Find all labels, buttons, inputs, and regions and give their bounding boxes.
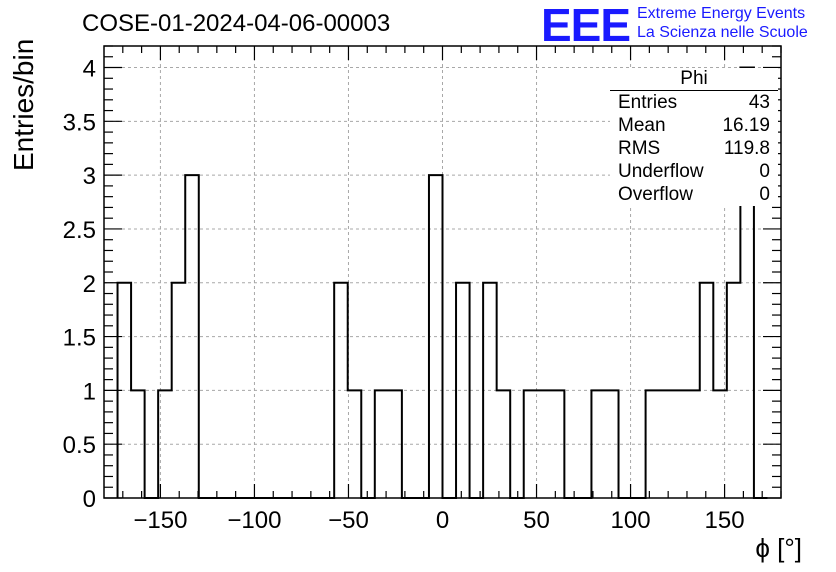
stats-label: Mean (618, 115, 666, 136)
stats-row-entries: Entries 43 (610, 91, 778, 114)
histogram-bin (497, 390, 511, 498)
x-tick-label: −100 (227, 507, 281, 534)
y-tick-label: 2 (83, 271, 96, 298)
chart-title: COSE-01-2024-04-06-00003 (82, 10, 391, 37)
histogram-bin (375, 390, 389, 498)
x-tick-label: 100 (611, 507, 651, 534)
stats-label: Entries (618, 92, 678, 113)
stats-label: RMS (618, 138, 661, 159)
histogram-bin (348, 390, 362, 498)
stats-value: 16.19 (722, 115, 770, 136)
histogram-bin (551, 390, 565, 498)
x-tick-label: −150 (133, 507, 187, 534)
x-tick-label: 50 (523, 507, 550, 534)
histogram-bin (537, 390, 551, 498)
axes: −150 −100 −50 0 50 100 150 0 0.5 1 1.5 2 2.5 3 3.5 4 (63, 45, 782, 534)
stats-value: 119.8 (723, 138, 770, 159)
histogram-bin (388, 390, 402, 498)
stats-box: Phi Entries 43 Mean 16.19 RMS 119.8 Underfl… (610, 68, 778, 206)
histogram-bin (686, 390, 700, 498)
y-tick-label: 1.5 (63, 325, 96, 352)
y-tick-label: 0.5 (63, 432, 96, 459)
stats-row-underflow: Underflow 0 (610, 160, 778, 183)
histogram-bin (334, 283, 348, 498)
histogram-bin (605, 390, 619, 498)
histogram-bin (429, 175, 443, 498)
histogram-bin (727, 283, 741, 498)
histogram-bin (172, 283, 186, 498)
logo-caption-line2: La Scienza nelle Scuole (637, 24, 808, 41)
histogram-bin (700, 283, 714, 498)
x-tick-label: −50 (328, 507, 369, 534)
eee-logo: EEE (541, 0, 631, 51)
y-tick-label: 2.5 (63, 217, 96, 244)
histogram-bin (483, 283, 497, 498)
x-tick-label: 0 (436, 507, 449, 534)
stats-row-overflow: Overflow 0 (610, 183, 778, 206)
histogram-bin (524, 390, 538, 498)
histogram-bin (659, 390, 673, 498)
histogram-bin (713, 390, 727, 498)
histogram-bin (185, 175, 199, 498)
logo-caption: Extreme Energy Events La Scienza nelle S… (637, 4, 808, 42)
y-tick-label: 3 (83, 163, 96, 190)
y-tick-label: 3.5 (63, 109, 96, 136)
stats-value: 43 (748, 92, 770, 113)
y-tick-label: 1 (83, 378, 96, 405)
x-axis-label: ϕ [°] (755, 533, 802, 563)
y-axis-label: Entries/bin (8, 38, 39, 171)
y-tick-label: 0 (83, 486, 96, 513)
stats-title: Phi (610, 68, 778, 91)
x-tick-label: 150 (705, 507, 745, 534)
histogram-bin (673, 390, 687, 498)
stats-label: Overflow (618, 184, 693, 205)
stats-label: Underflow (618, 161, 704, 182)
histogram-bin (131, 390, 145, 498)
stats-value: 0 (759, 161, 770, 182)
histogram-bin (646, 390, 660, 498)
logo-caption-line1: Extreme Energy Events (637, 5, 806, 22)
histogram-bin (158, 390, 172, 498)
stats-row-mean: Mean 16.19 (610, 114, 778, 137)
y-tick-label: 4 (83, 56, 96, 83)
stats-row-rms: RMS 119.8 (610, 137, 778, 160)
histogram-bin (591, 390, 605, 498)
stats-value: 0 (759, 184, 770, 205)
histogram-bin (456, 283, 470, 498)
